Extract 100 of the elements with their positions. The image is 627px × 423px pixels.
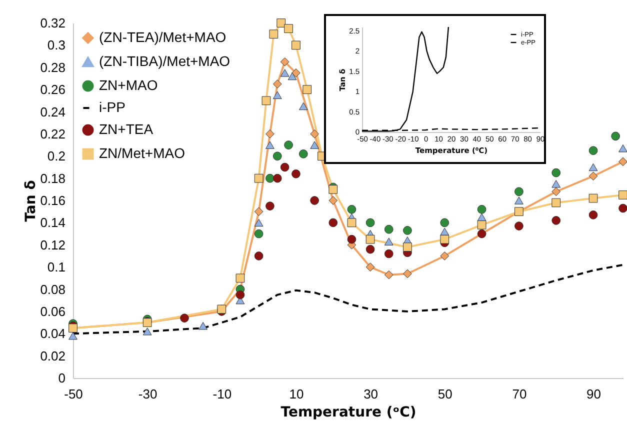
point xyxy=(288,72,297,80)
y-axis-title: Tan δ xyxy=(23,180,40,222)
point xyxy=(477,213,486,222)
y-tick-label: 0.18 xyxy=(40,170,66,186)
point xyxy=(236,274,245,283)
point xyxy=(366,244,375,254)
point xyxy=(198,322,208,330)
legend-label: (ZN-TEA)/Met+MAO xyxy=(99,29,226,45)
x-tick-label: -50 xyxy=(64,386,83,402)
point xyxy=(403,226,412,235)
point xyxy=(611,132,620,141)
y-tick-label: 0.3 xyxy=(47,38,66,53)
point xyxy=(618,157,627,166)
point xyxy=(552,168,561,178)
x-tick-label: 10 xyxy=(289,386,304,402)
point xyxy=(68,332,78,340)
point xyxy=(514,187,524,196)
point xyxy=(262,96,271,106)
point xyxy=(276,18,286,28)
point xyxy=(440,218,450,228)
point xyxy=(588,163,598,172)
point xyxy=(254,207,264,216)
y-tick-label: 0.22 xyxy=(40,126,66,142)
point xyxy=(310,130,319,138)
point xyxy=(284,140,293,150)
x-tick-label: -10 xyxy=(212,386,232,402)
point xyxy=(514,222,524,230)
point xyxy=(347,204,356,214)
y-tick-label: 0.24 xyxy=(40,104,66,120)
x-tick-label: 90 xyxy=(586,386,602,402)
x-tick-label: 30 xyxy=(364,386,378,402)
point xyxy=(298,102,308,110)
point xyxy=(328,218,338,228)
point xyxy=(254,218,264,227)
point xyxy=(588,172,598,181)
point xyxy=(366,262,375,272)
point xyxy=(310,141,319,149)
point xyxy=(280,162,290,172)
x-tick-label: 70 xyxy=(512,386,527,402)
y-tick-label: 0.06 xyxy=(40,304,66,319)
point xyxy=(236,290,245,300)
point xyxy=(477,220,486,230)
y-tick-label: 0.08 xyxy=(40,282,66,297)
point xyxy=(269,30,278,39)
point xyxy=(347,218,356,228)
y-tick-label: 0.26 xyxy=(40,82,66,98)
point xyxy=(292,40,300,50)
y-tick-label: 0.14 xyxy=(40,215,66,230)
point xyxy=(272,152,282,161)
point xyxy=(588,210,598,220)
point xyxy=(588,146,598,156)
point xyxy=(384,238,394,246)
point xyxy=(292,169,300,178)
y-tick-label: 0.32 xyxy=(40,16,66,30)
point xyxy=(347,234,356,244)
point xyxy=(266,174,274,183)
point xyxy=(280,57,290,66)
point xyxy=(292,68,300,78)
point xyxy=(180,314,189,323)
point xyxy=(552,198,561,208)
point xyxy=(328,196,338,205)
legend-label: ZN/Met+MAO xyxy=(99,145,186,161)
legend-label: ZN+MAO xyxy=(99,77,158,93)
y-tick-label: 0.16 xyxy=(40,193,66,208)
point xyxy=(266,141,274,149)
point xyxy=(254,252,264,260)
point xyxy=(302,85,312,94)
point xyxy=(588,194,598,203)
point xyxy=(254,229,264,238)
point xyxy=(618,190,627,200)
point xyxy=(440,228,450,236)
point xyxy=(310,196,319,205)
point xyxy=(440,234,450,244)
y-tick-label: 0.04 xyxy=(40,326,66,342)
point xyxy=(552,216,561,225)
legend-label: ZN+TEA xyxy=(99,121,154,137)
point xyxy=(142,328,152,336)
x-tick-label: -30 xyxy=(138,386,158,402)
legend-label: i-PP xyxy=(99,99,126,115)
point xyxy=(280,69,290,77)
point xyxy=(272,80,282,88)
legend-label: (ZN-TIBA)/Met+MAO xyxy=(99,53,230,69)
x-tick-label: 50 xyxy=(438,386,452,402)
point xyxy=(366,234,375,244)
point xyxy=(440,252,450,260)
y-tick-label: 0 xyxy=(58,370,66,386)
y-tick-label: 0.28 xyxy=(40,60,66,75)
point xyxy=(477,204,486,214)
point xyxy=(552,180,561,188)
point xyxy=(384,224,394,234)
point xyxy=(266,130,274,138)
point xyxy=(298,149,308,158)
x-axis-title: Temperature (ᵒC) xyxy=(280,404,416,420)
point xyxy=(366,218,375,228)
point xyxy=(403,269,412,278)
y-tick-label: 0.02 xyxy=(40,348,66,364)
y-tick-label: 0.12 xyxy=(40,237,66,252)
point xyxy=(284,24,293,33)
y-tick-label: 0.2 xyxy=(47,148,66,164)
point xyxy=(552,187,561,196)
